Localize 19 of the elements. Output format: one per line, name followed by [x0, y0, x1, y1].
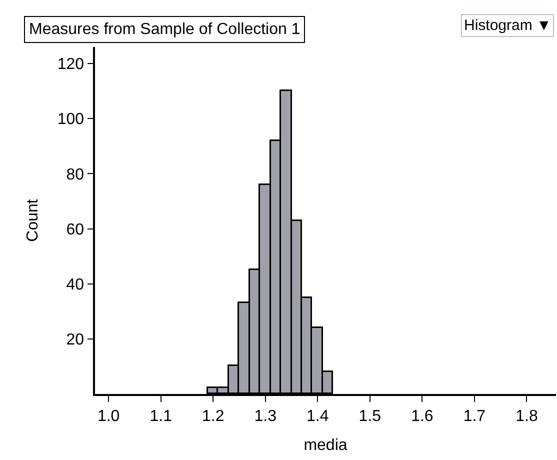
- x-axis-title: media: [304, 437, 348, 454]
- y-tick-label: 60: [66, 221, 84, 238]
- text: Histogram ▼: [464, 17, 552, 34]
- chart-title: Measures from Sample of Collection 1: [29, 21, 300, 38]
- x-tick-label: 1.8: [516, 408, 538, 425]
- x-tick-label: 1.4: [306, 408, 329, 425]
- x-tick-label: 1.3: [254, 408, 277, 425]
- y-tick-label: 20: [66, 332, 84, 349]
- x-tick-label: 1.1: [150, 408, 172, 425]
- y-tick-label: 40: [66, 276, 84, 294]
- x-tick-label: 1.5: [358, 408, 382, 425]
- x-tick-label: 1.7: [463, 408, 486, 425]
- y-tick-label: 120: [57, 56, 84, 74]
- x-tick-label: 1.0: [97, 408, 120, 425]
- y-axis-title: Count: [24, 198, 42, 242]
- y-tick-label: 100: [57, 111, 84, 128]
- y-tick-label: 80: [66, 166, 84, 184]
- x-tick-label: 1.6: [411, 408, 434, 425]
- x-tick-label: 1.2: [202, 408, 224, 425]
